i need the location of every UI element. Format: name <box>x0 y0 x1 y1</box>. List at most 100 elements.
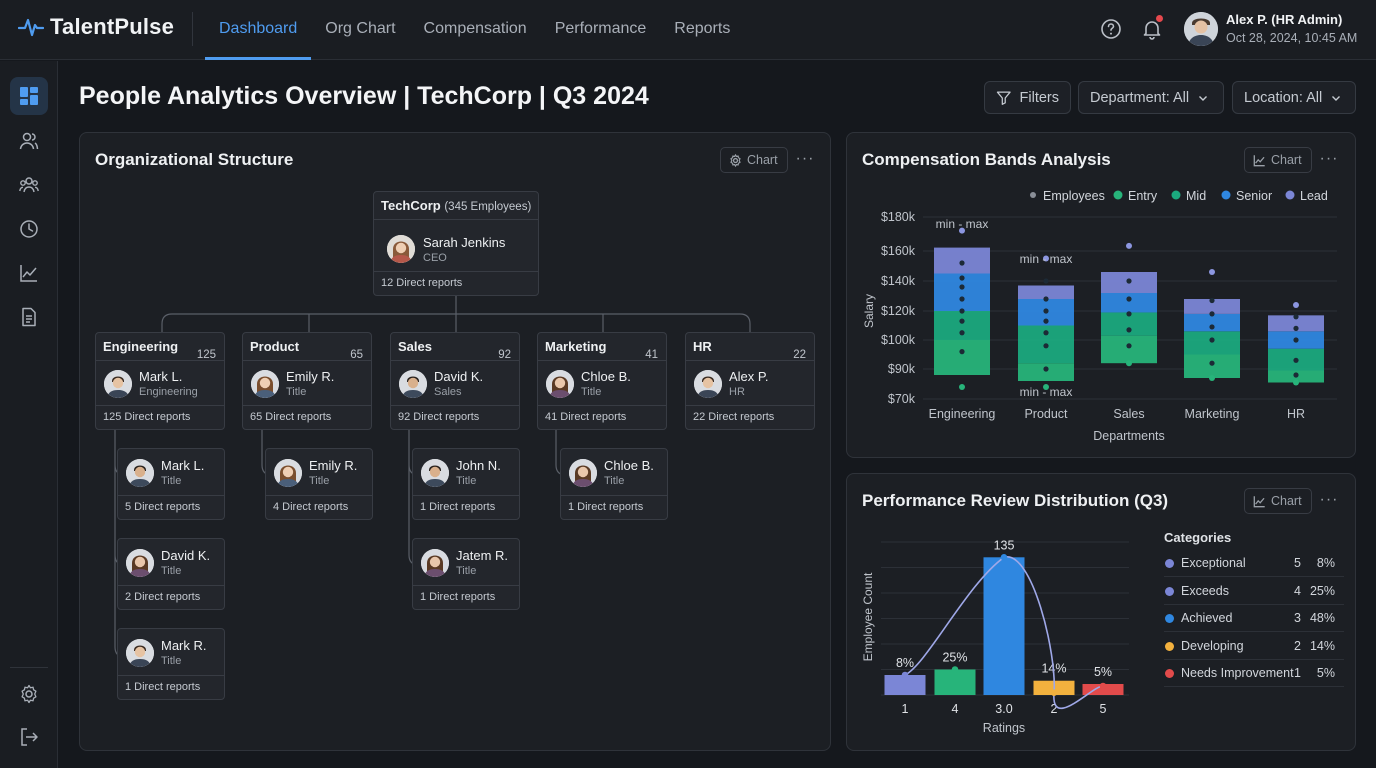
sidebar-item-analytics[interactable] <box>10 254 48 292</box>
tab-compensation[interactable]: Compensation <box>423 20 527 37</box>
filters-button[interactable]: Filters <box>984 81 1071 114</box>
employee-point[interactable] <box>959 349 965 355</box>
employee-point[interactable] <box>1209 360 1215 366</box>
employee-point[interactable] <box>1043 296 1049 302</box>
sidebar-item-documents[interactable] <box>10 298 48 336</box>
employee-point[interactable] <box>1126 343 1132 349</box>
band-mid[interactable] <box>1101 312 1157 336</box>
notifications-button[interactable] <box>1140 15 1164 41</box>
band-lead[interactable] <box>1268 315 1324 332</box>
perf-more-button[interactable]: ··· <box>1319 488 1339 514</box>
rating-bar[interactable] <box>1082 684 1124 695</box>
org-card[interactable]: Marketing 41 Chloe B. Title 41 Direct report… <box>537 332 667 430</box>
employee-point[interactable] <box>1209 297 1215 304</box>
curve-point[interactable] <box>1050 689 1058 697</box>
band-mid[interactable] <box>934 311 990 340</box>
employee-point[interactable] <box>959 260 965 266</box>
org-card[interactable]: John N. Title 1 Direct reports <box>412 448 520 520</box>
band-senior[interactable] <box>1184 313 1240 332</box>
rating-bar[interactable] <box>934 669 976 696</box>
band-lead[interactable] <box>1184 299 1240 314</box>
sidebar-item-history[interactable] <box>10 210 48 248</box>
band-lead[interactable] <box>1018 285 1074 300</box>
sidebar-item-employees[interactable] <box>10 122 48 160</box>
org-card[interactable]: HR 22 Alex P. HR 22 Direct reports <box>685 332 815 430</box>
department-select[interactable]: Department: All <box>1078 81 1224 114</box>
org-card[interactable]: David K. Title 2 Direct reports <box>117 538 225 610</box>
employee-point[interactable] <box>1043 343 1049 349</box>
legend-label[interactable]: Entry <box>1128 189 1158 203</box>
curve-point[interactable] <box>901 671 909 679</box>
org-more-button[interactable]: ··· <box>795 147 815 173</box>
employee-point[interactable] <box>1293 337 1299 343</box>
curve-point[interactable] <box>1099 682 1107 690</box>
band-entry[interactable] <box>934 340 990 375</box>
tab-performance[interactable]: Performance <box>554 20 647 37</box>
perf-chart-button[interactable]: Chart <box>1244 488 1312 514</box>
employee-point[interactable] <box>1043 330 1049 336</box>
employee-point[interactable] <box>1293 357 1299 363</box>
tab-reports[interactable]: Reports <box>674 20 731 37</box>
comp-more-button[interactable]: ··· <box>1319 147 1339 173</box>
org-card[interactable]: Sales 92 David K. Sales 92 Direct reports <box>390 332 520 430</box>
legend-label[interactable]: Lead <box>1300 189 1328 203</box>
sidebar-item-logout[interactable] <box>10 718 48 756</box>
org-card[interactable]: Product 65 Emily R. Title 65 Direct reports <box>242 332 372 430</box>
band-senior[interactable] <box>1101 293 1157 313</box>
employee-point[interactable] <box>959 308 965 314</box>
org-card[interactable]: Engineering 125 Mark L. Engineering 125 Dire… <box>95 332 225 430</box>
band-entry[interactable] <box>1184 354 1240 379</box>
min-point[interactable] <box>1209 375 1215 381</box>
legend-row[interactable]: Needs Improvement 1 5% <box>1164 660 1344 687</box>
employee-point[interactable] <box>1126 327 1132 333</box>
legend-label[interactable]: Senior <box>1236 189 1272 203</box>
tab-org-chart[interactable]: Org Chart <box>325 20 396 37</box>
user-avatar[interactable] <box>1184 12 1218 46</box>
curve-point[interactable] <box>1000 554 1008 561</box>
org-card[interactable]: Chloe B. Title 1 Direct reports <box>560 448 668 520</box>
org-card[interactable]: Mark R. Title 1 Direct reports <box>117 628 225 700</box>
curve-point[interactable] <box>951 666 959 673</box>
org-card[interactable]: Jatem R. Title 1 Direct reports <box>412 538 520 610</box>
comp-chart-button[interactable]: Chart <box>1244 147 1312 173</box>
org-chart-button[interactable]: Chart <box>720 147 788 173</box>
employee-point[interactable] <box>1043 278 1049 284</box>
employee-point[interactable] <box>1209 337 1215 343</box>
employee-point[interactable] <box>1126 311 1132 317</box>
org-card[interactable]: Mark L. Title 5 Direct reports <box>117 448 225 520</box>
min-point[interactable] <box>1293 379 1299 386</box>
employee-point[interactable] <box>959 330 965 336</box>
max-point[interactable] <box>1126 242 1132 249</box>
employee-point[interactable] <box>1126 278 1132 284</box>
location-select[interactable]: Location: All <box>1232 81 1356 114</box>
min-point[interactable] <box>1126 360 1132 367</box>
band-entry[interactable] <box>1018 363 1074 381</box>
sidebar-item-teams[interactable] <box>10 166 48 204</box>
legend-row[interactable]: Exceeds 4 25% <box>1164 578 1344 605</box>
employee-point[interactable] <box>1293 372 1299 378</box>
rating-bar[interactable] <box>983 557 1025 695</box>
employee-point[interactable] <box>1126 296 1132 302</box>
legend-row[interactable]: Developing 2 14% <box>1164 633 1344 660</box>
employee-point[interactable] <box>959 296 965 302</box>
max-point[interactable] <box>959 227 965 234</box>
app-logo[interactable]: TalentPulse <box>18 14 174 40</box>
rating-bar[interactable] <box>884 675 926 695</box>
org-root-card[interactable]: TechCorp (345 Employees) Sarah Jenkins C… <box>373 191 539 296</box>
band-entry[interactable] <box>1101 335 1157 364</box>
band-mid[interactable] <box>1184 331 1240 355</box>
employee-point[interactable] <box>1043 318 1049 324</box>
employee-point[interactable] <box>1043 366 1049 372</box>
employee-point[interactable] <box>1293 325 1299 331</box>
employee-point[interactable] <box>1209 324 1215 330</box>
employee-point[interactable] <box>959 275 965 281</box>
employee-point[interactable] <box>959 284 965 290</box>
employee-point[interactable] <box>1209 311 1215 317</box>
min-point[interactable] <box>1043 384 1049 390</box>
legend-label[interactable]: Employees <box>1043 189 1105 203</box>
tab-dashboard[interactable]: Dashboard <box>205 0 312 60</box>
employee-point[interactable] <box>959 318 965 324</box>
sidebar-item-dashboard[interactable] <box>10 77 48 115</box>
employee-point[interactable] <box>1293 314 1299 320</box>
org-card[interactable]: Emily R. Title 4 Direct reports <box>265 448 373 520</box>
